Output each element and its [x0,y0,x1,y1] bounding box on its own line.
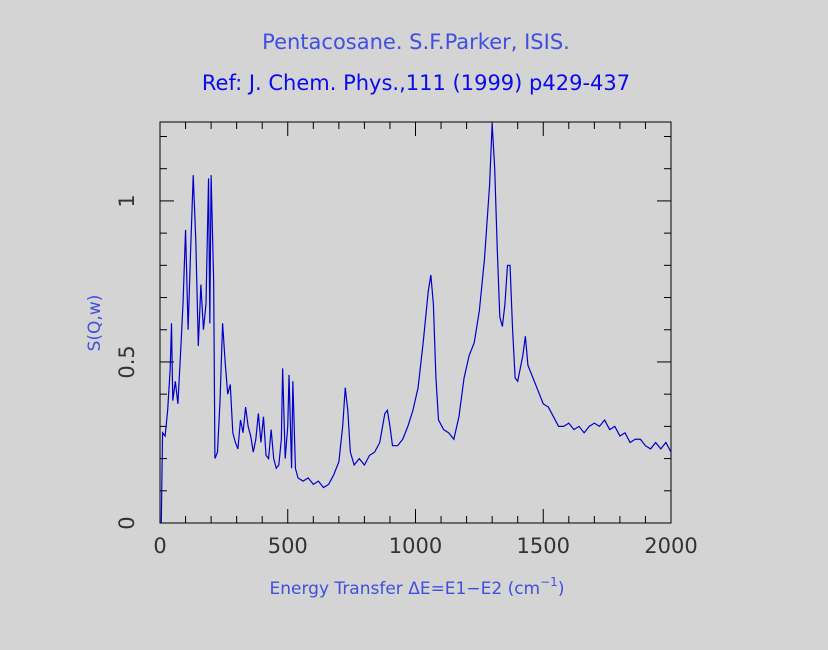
x-axis-label-end: ) [558,579,565,599]
x-tick-label: 2000 [644,534,697,558]
y-tick-label: 0 [115,516,139,529]
x-tick-label: 0 [153,534,166,558]
y-axis-label: S(Q,w) [85,295,105,352]
x-axis-label-superscript: −1 [540,575,558,589]
chart-title: Pentacosane. S.F.Parker, ISIS. [262,30,570,54]
x-tick-label: 1000 [389,534,442,558]
chart-subtitle: Ref: J. Chem. Phys.,111 (1999) p429-437 [202,71,630,95]
y-tick-label: 1 [115,194,139,207]
plot-frame [159,121,672,524]
x-axis-label: Energy Transfer ΔE=E1−E2 (cm−1) [270,575,565,600]
y-tick-label: 0.5 [115,345,139,378]
x-tick-label: 500 [268,534,308,558]
x-axis-label-text: Energy Transfer ΔE=E1−E2 (cm [270,579,541,599]
spectrum-line [160,123,672,524]
x-tick-label: 1500 [517,534,570,558]
